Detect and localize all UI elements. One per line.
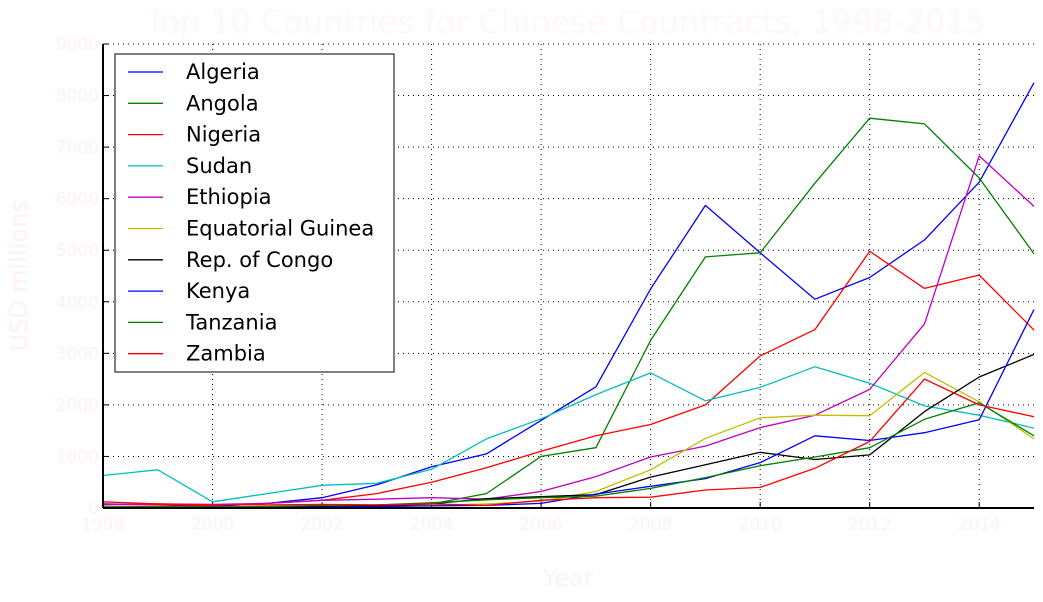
x-tick-label: 2002 — [300, 515, 343, 535]
legend-label-angola: Angola — [186, 91, 259, 115]
legend-box — [114, 53, 395, 373]
legend-label-tanzania: Tanzania — [185, 310, 277, 334]
y-tick-label: 1000 — [56, 447, 99, 467]
series-line-zambia — [102, 378, 1035, 507]
x-axis-ticks: 1998 2000 2002 2004 2006 2008 2010 2012 2014 — [81, 502, 1001, 535]
legend-label-kenya: Kenya — [186, 279, 250, 303]
legend-label-rep-of-congo: Rep. of Congo — [186, 248, 333, 272]
chart-title: Top 10 Countries for Chinese Countracts,… — [145, 3, 986, 41]
x-tick-label: 2008 — [629, 515, 672, 535]
legend-label-algeria: Algeria — [186, 60, 260, 84]
y-tick-label: 5000 — [56, 241, 99, 261]
legend-label-nigeria: Nigeria — [186, 123, 261, 147]
y-tick-label: 2000 — [56, 396, 99, 416]
legend-label-ethiopia: Ethiopia — [186, 185, 272, 209]
y-axis-ticks: 0 1000 2000 3000 4000 5000 6000 7000 8000 9000 — [56, 35, 109, 519]
legend-label-equatorial-guinea: Equatorial Guinea — [186, 217, 374, 241]
x-tick-label: 2012 — [848, 515, 891, 535]
x-tick-label: 2010 — [739, 515, 782, 535]
y-tick-label: 9000 — [56, 35, 99, 55]
y-tick-label: 4000 — [56, 293, 99, 313]
legend-label-zambia: Zambia — [186, 342, 266, 366]
y-axis-label: USD millions — [5, 200, 33, 351]
x-tick-label: 2000 — [191, 515, 234, 535]
series-line-equatorial-guinea — [102, 371, 1035, 508]
y-tick-label: 8000 — [56, 87, 99, 107]
series-line-sudan — [102, 366, 1035, 503]
series-line-ethiopia — [102, 155, 1035, 506]
y-tick-label: 6000 — [56, 190, 99, 210]
series-line-tanzania — [102, 402, 1035, 508]
legend: Algeria Angola Nigeria Sudan Ethiopia Equator… — [114, 53, 395, 373]
y-tick-label: 7000 — [56, 138, 99, 158]
x-tick-label: 2006 — [519, 515, 562, 535]
y-tick-label: 0 — [88, 499, 99, 519]
legend-label-sudan: Sudan — [186, 154, 252, 178]
x-tick-label: 2004 — [410, 515, 453, 535]
y-tick-label: 3000 — [56, 344, 99, 364]
x-tick-label: 2014 — [958, 515, 1001, 535]
x-tick-label: 1998 — [81, 515, 124, 535]
x-axis-label: Year — [542, 564, 594, 592]
